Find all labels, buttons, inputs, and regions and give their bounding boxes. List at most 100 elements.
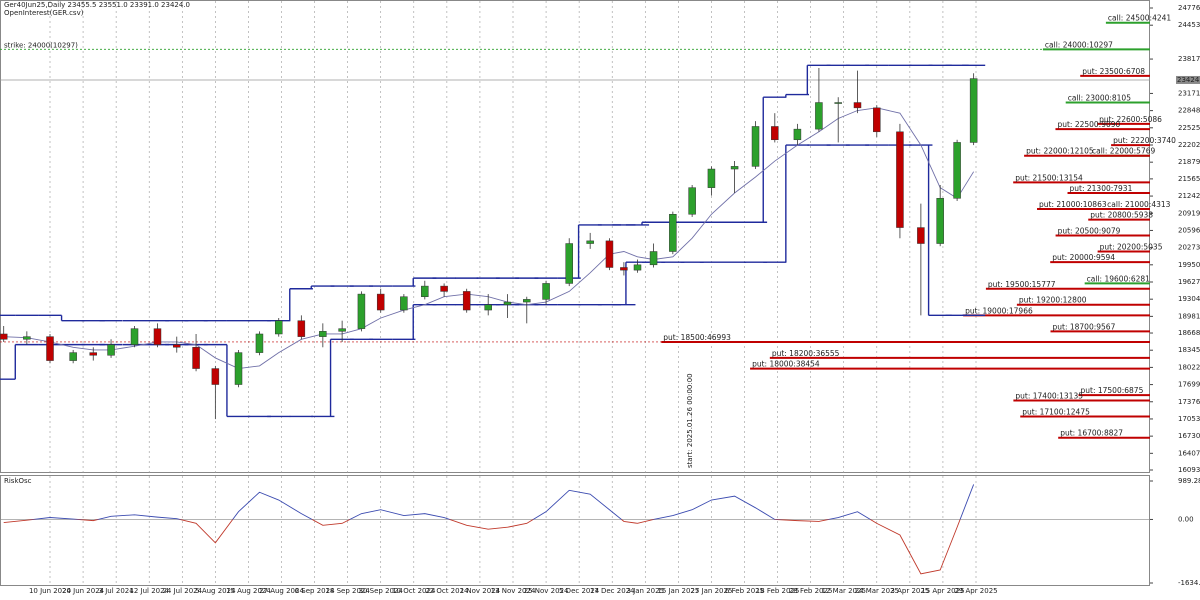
y-tick-label: 20919.0 — [1178, 209, 1200, 217]
oi-level-label: put: 22600:5086 — [1099, 115, 1162, 124]
y-tick-label: 18668.0 — [1178, 329, 1200, 337]
x-tick-label: 3 Apr 2025 — [890, 587, 929, 595]
current-price-label: 23424.0 — [1177, 76, 1200, 84]
x-tick-label: 24 Jul 2024 — [162, 587, 202, 595]
y-tick-label: 19304.0 — [1178, 295, 1200, 303]
y-tick-label: 21565.0 — [1178, 175, 1200, 183]
x-tick-label: 28 Feb 2025 — [789, 587, 833, 595]
x-tick-label: 10 Oct 2024 — [392, 587, 436, 595]
oi-level-label: call: 22000:5769 — [1092, 147, 1155, 156]
annotation: start: 2025.01.26 00:00:00 — [686, 373, 694, 468]
x-tick-label: 27 Jan 2025 — [690, 587, 732, 595]
candle-body — [357, 293, 366, 329]
candle-body — [586, 240, 594, 244]
x-tick-label: 1 Nov 2024 — [460, 587, 501, 595]
oi-level-label: call: 24500:4241 — [1108, 14, 1171, 23]
x-tick-label: 25 Nov 2024 — [524, 587, 569, 595]
candle-body — [421, 285, 429, 297]
candle-body — [319, 331, 327, 337]
x-tick-label: 6 Sep 2024 — [295, 587, 335, 595]
oi-level-label: put: 17500:6875 — [1081, 386, 1144, 395]
y-tick-label: 16093.5 — [1178, 466, 1200, 474]
candle-body — [707, 168, 716, 188]
candle-body — [234, 352, 243, 385]
oscillator-line-negative — [3, 519, 961, 575]
candle-body — [793, 128, 802, 141]
oi-level-label: put: 22200:3740 — [1113, 136, 1176, 145]
y-tick-label: 16407.0 — [1178, 449, 1200, 457]
x-tick-label: 22 Oct 2024 — [425, 587, 469, 595]
y-tick-label: 24453.5 — [1178, 21, 1200, 29]
x-tick-label: 17 Dec 2024 — [590, 587, 635, 595]
oi-level-label: put: 18000:38454 — [752, 360, 820, 369]
candle-body — [23, 336, 31, 340]
candle-body — [815, 102, 823, 130]
oi-level-label: put: 16700:8827 — [1060, 429, 1123, 438]
candle-body — [462, 291, 471, 311]
oscillator-line-positive — [29, 484, 975, 520]
oi-level-label: call: 24000:10297 — [1045, 40, 1113, 49]
oi-level-label: put: 20000:9594 — [1052, 253, 1115, 262]
osc-tick-label: -1634.740 — [1178, 579, 1200, 587]
y-tick-label: 19950.0 — [1178, 261, 1200, 269]
y-tick-label: 18981.0 — [1178, 312, 1200, 320]
candle-body — [649, 251, 658, 266]
oscillator-panel — [0, 475, 1150, 586]
chart-header: Ger40Jun25,Daily 23455.5 23551.0 23391.0… — [4, 1, 190, 9]
candle-body — [173, 344, 181, 348]
oi-level-label: put: 17100:12475 — [1022, 407, 1090, 416]
x-tick-label: 13 Nov 2024 — [491, 587, 536, 595]
candle-body — [751, 126, 760, 167]
oi-level-label: put: 19200:12800 — [1019, 296, 1087, 305]
candle-body — [523, 299, 531, 303]
candle-body — [211, 368, 220, 385]
x-tick-label: 20 Jun 2024 — [62, 587, 105, 595]
x-tick-label: 29 Apr 2025 — [954, 587, 997, 595]
x-tick-label: 5 Aug 2024 — [195, 587, 236, 595]
oi-level-label: put: 20500:9079 — [1058, 227, 1121, 236]
candle-body — [440, 285, 448, 292]
oi-level-label: put: 20800:5938 — [1090, 211, 1153, 220]
y-tick-label: 17699.0 — [1178, 381, 1200, 389]
oscillator-label: RiskOsc — [4, 477, 32, 485]
candle-body — [969, 78, 978, 143]
candle-body — [46, 336, 54, 361]
oi-level-label: call: 23000:8105 — [1068, 94, 1131, 103]
candle-body — [873, 107, 881, 133]
candle-body — [297, 320, 306, 337]
candle-body — [503, 301, 512, 305]
x-tick-label: 24 Mar 2025 — [855, 587, 899, 595]
candle-body — [376, 293, 385, 311]
y-tick-label: 22525.0 — [1178, 124, 1200, 132]
y-tick-label: 18022.0 — [1178, 363, 1200, 371]
candle-body — [0, 333, 8, 340]
oi-level-label: put: 22000:12105 — [1026, 147, 1094, 156]
candle-body — [834, 102, 842, 104]
indicator-label: OpenInterest(GER.csv) — [4, 9, 84, 17]
oi-level-label: put: 23500:6708 — [1082, 67, 1145, 76]
x-tick-label: 18 Sep 2024 — [325, 587, 370, 595]
candle-body — [620, 267, 628, 271]
y-tick-label: 16730.0 — [1178, 432, 1200, 440]
x-tick-label: 15 Jan 2025 — [657, 587, 699, 595]
candle-body — [633, 264, 642, 271]
y-tick-label: 23817.0 — [1178, 55, 1200, 63]
candle-body — [896, 131, 904, 228]
candle-body — [953, 142, 961, 199]
oi-level-label: put: 19500:15777 — [988, 280, 1056, 289]
main-panel — [0, 0, 1150, 473]
y-tick-label: 22848.0 — [1178, 107, 1200, 115]
candle-body — [255, 333, 264, 353]
y-tick-label: 21242.0 — [1178, 192, 1200, 200]
osc-tick-label: 0.00 — [1178, 515, 1194, 523]
x-tick-label: 18 Feb 2025 — [756, 587, 800, 595]
candle-body — [688, 187, 696, 215]
candle-body — [669, 214, 677, 252]
candle-body — [89, 352, 97, 356]
x-tick-label: 15 Apr 2025 — [921, 587, 964, 595]
candle-body — [400, 296, 408, 311]
y-tick-label: 24776.5 — [1178, 4, 1200, 12]
candle-body — [130, 328, 139, 345]
